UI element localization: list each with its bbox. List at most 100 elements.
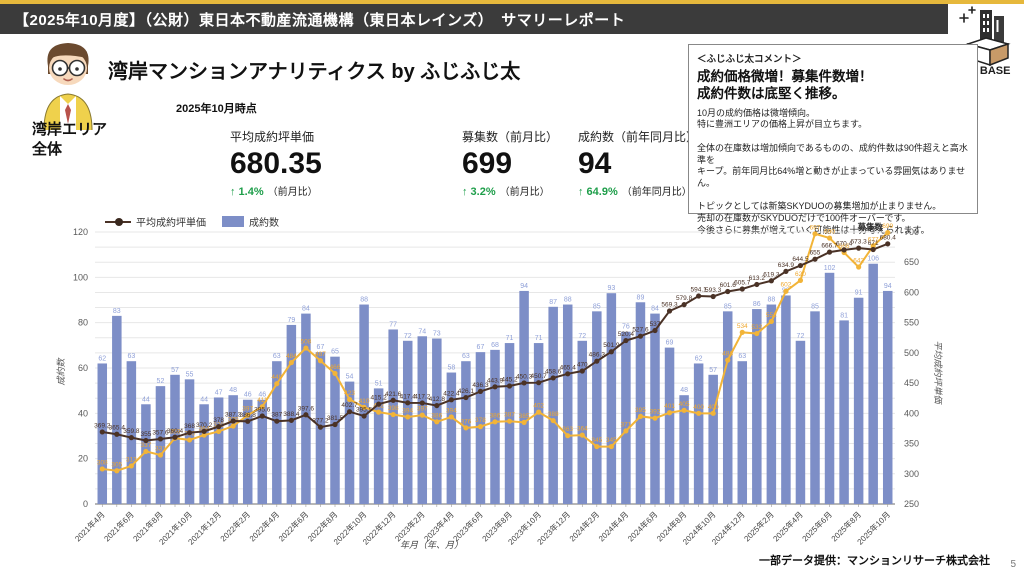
bar-2023年7月 — [490, 349, 500, 504]
point-label: 673.3 — [850, 239, 867, 246]
point-平均成約坪単価 — [565, 371, 571, 377]
point-募集数 — [681, 407, 687, 413]
bar-label: 69 — [666, 340, 674, 347]
point-募集数 — [608, 443, 614, 450]
point-平均成約坪単価 — [332, 421, 338, 428]
point-label: 552 — [766, 312, 777, 319]
point-平均成約坪単価 — [710, 293, 716, 300]
point-平均成約坪単価 — [390, 397, 396, 403]
x-axis-tick-label: 2025年4月 — [771, 509, 805, 543]
point-平均成約坪単価 — [754, 281, 760, 288]
point-募集数 — [710, 410, 716, 416]
bar-label: 71 — [535, 335, 543, 342]
point-label: 395.5 — [356, 407, 373, 414]
point-label: 532 — [751, 324, 762, 331]
left-axis-tick: 20 — [78, 454, 88, 464]
combo-chart: 0 20 40 60 80 100 120 250 300 350 400 450 500 550 600 6… — [56, 222, 943, 550]
bar-label: 62 — [695, 355, 703, 362]
bar-label: 44 — [142, 396, 150, 403]
point-label: 450.3 — [516, 373, 533, 380]
point-平均成約坪単価 — [666, 308, 673, 314]
point-label: 690 — [824, 229, 835, 236]
bar-2023年5月 — [461, 361, 471, 504]
right-axis-tick: 700 — [904, 227, 919, 237]
point-平均成約坪単価 — [637, 333, 644, 339]
right-axis-tick: 250 — [904, 499, 919, 509]
legend-item-price: 平均成約坪単価 — [105, 214, 206, 229]
point-募集数 — [114, 468, 120, 474]
stat-change: ↑ 64.9% — [578, 186, 618, 198]
bar-2021年12月 — [213, 397, 224, 504]
point-募集数 — [346, 396, 353, 403]
bar-2024年11月 — [722, 311, 733, 504]
stat-basis: （前月比） — [267, 187, 318, 198]
point-label: 422.4 — [443, 390, 460, 397]
point-label: 501.9 — [603, 342, 620, 349]
comment-line — [697, 190, 969, 202]
point-平均成約坪単価 — [186, 430, 193, 436]
point-label: 386 — [490, 412, 501, 419]
point-label: 697 — [810, 224, 821, 231]
point-募集数 — [434, 419, 440, 425]
legend-deals-label: 成約数 — [249, 218, 279, 229]
right-axis-tick: 550 — [904, 318, 919, 328]
point-label: 388.4 — [283, 411, 300, 418]
point-募集数 — [216, 428, 222, 435]
bar-label: 87 — [549, 299, 557, 306]
bar-2025年4月 — [795, 340, 806, 504]
x-axis-tick-label: 2022年4月 — [247, 509, 281, 543]
bar-label: 54 — [346, 374, 354, 381]
point-募集数 — [652, 415, 658, 421]
bar-label: 51 — [375, 380, 383, 387]
point-label: 417.2 — [414, 393, 431, 400]
right-axis-tick: 400 — [904, 408, 919, 418]
point-募集数 — [274, 381, 280, 387]
point-募集数 — [506, 418, 513, 424]
point-平均成約坪単価 — [841, 247, 847, 253]
point-label: 376 — [460, 418, 471, 425]
comment-line: 売却の在庫数がSKYDUOだけで100件オーバーです。 — [697, 212, 911, 223]
point-平均成約坪単価 — [201, 428, 207, 434]
point-label: 378 — [213, 417, 224, 424]
point-label: 395 — [635, 407, 646, 414]
bar-label: 91 — [855, 290, 863, 297]
point-label: 634.9 — [778, 262, 795, 269]
point-label: 387 — [271, 412, 282, 419]
bar-2025年7月 — [839, 320, 849, 504]
point-平均成約坪単価 — [812, 256, 818, 262]
point-募集数 — [390, 411, 396, 418]
x-axis-tick-label: 2022年6月 — [276, 509, 310, 543]
point-label: 402.7 — [341, 402, 358, 409]
bar-2022年8月 — [330, 356, 340, 504]
stat-listings: 募集数（前月比） 699 ↑ 3.2% （前月比） — [462, 128, 558, 198]
point-label: 642 — [853, 258, 864, 265]
x-axis-tick-label: 2025年6月 — [800, 509, 834, 543]
point-募集数 — [99, 466, 105, 472]
bar-2025年10月 — [882, 290, 893, 504]
x-axis-tick-label: 2023年4月 — [422, 509, 456, 543]
as-of-date: 2025年10月時点 — [176, 103, 257, 115]
point-label: 487 — [315, 351, 326, 358]
point-平均成約坪単価 — [128, 435, 134, 441]
stat-basis: （前年同月比） — [621, 187, 692, 198]
point-募集数 — [419, 412, 425, 418]
point-label: 579.8 — [676, 295, 693, 302]
right-axis-tick: 500 — [904, 348, 919, 358]
point-平均成約坪単価 — [797, 262, 804, 269]
point-募集数 — [288, 359, 294, 366]
bar-label: 67 — [477, 344, 485, 351]
stat-change-row: ↑ 3.2% （前月比） — [462, 183, 558, 198]
stat-label: 平均成約坪単価 — [230, 130, 315, 144]
bar-label: 85 — [593, 303, 601, 310]
bar-label: 57 — [171, 367, 179, 374]
bar-label: 63 — [127, 353, 135, 360]
point-label: 386.8 — [240, 412, 257, 419]
point-募集数 — [594, 443, 600, 450]
point-label: 465.4 — [560, 364, 577, 371]
point-平均成約坪単価 — [405, 400, 411, 406]
bar-label: 46 — [258, 392, 266, 399]
point-募集数 — [754, 330, 760, 337]
x-axis-tick-label: 2023年6月 — [451, 509, 485, 543]
point-label: 402 — [533, 403, 544, 410]
series-annotation: 募集数 — [856, 222, 883, 232]
